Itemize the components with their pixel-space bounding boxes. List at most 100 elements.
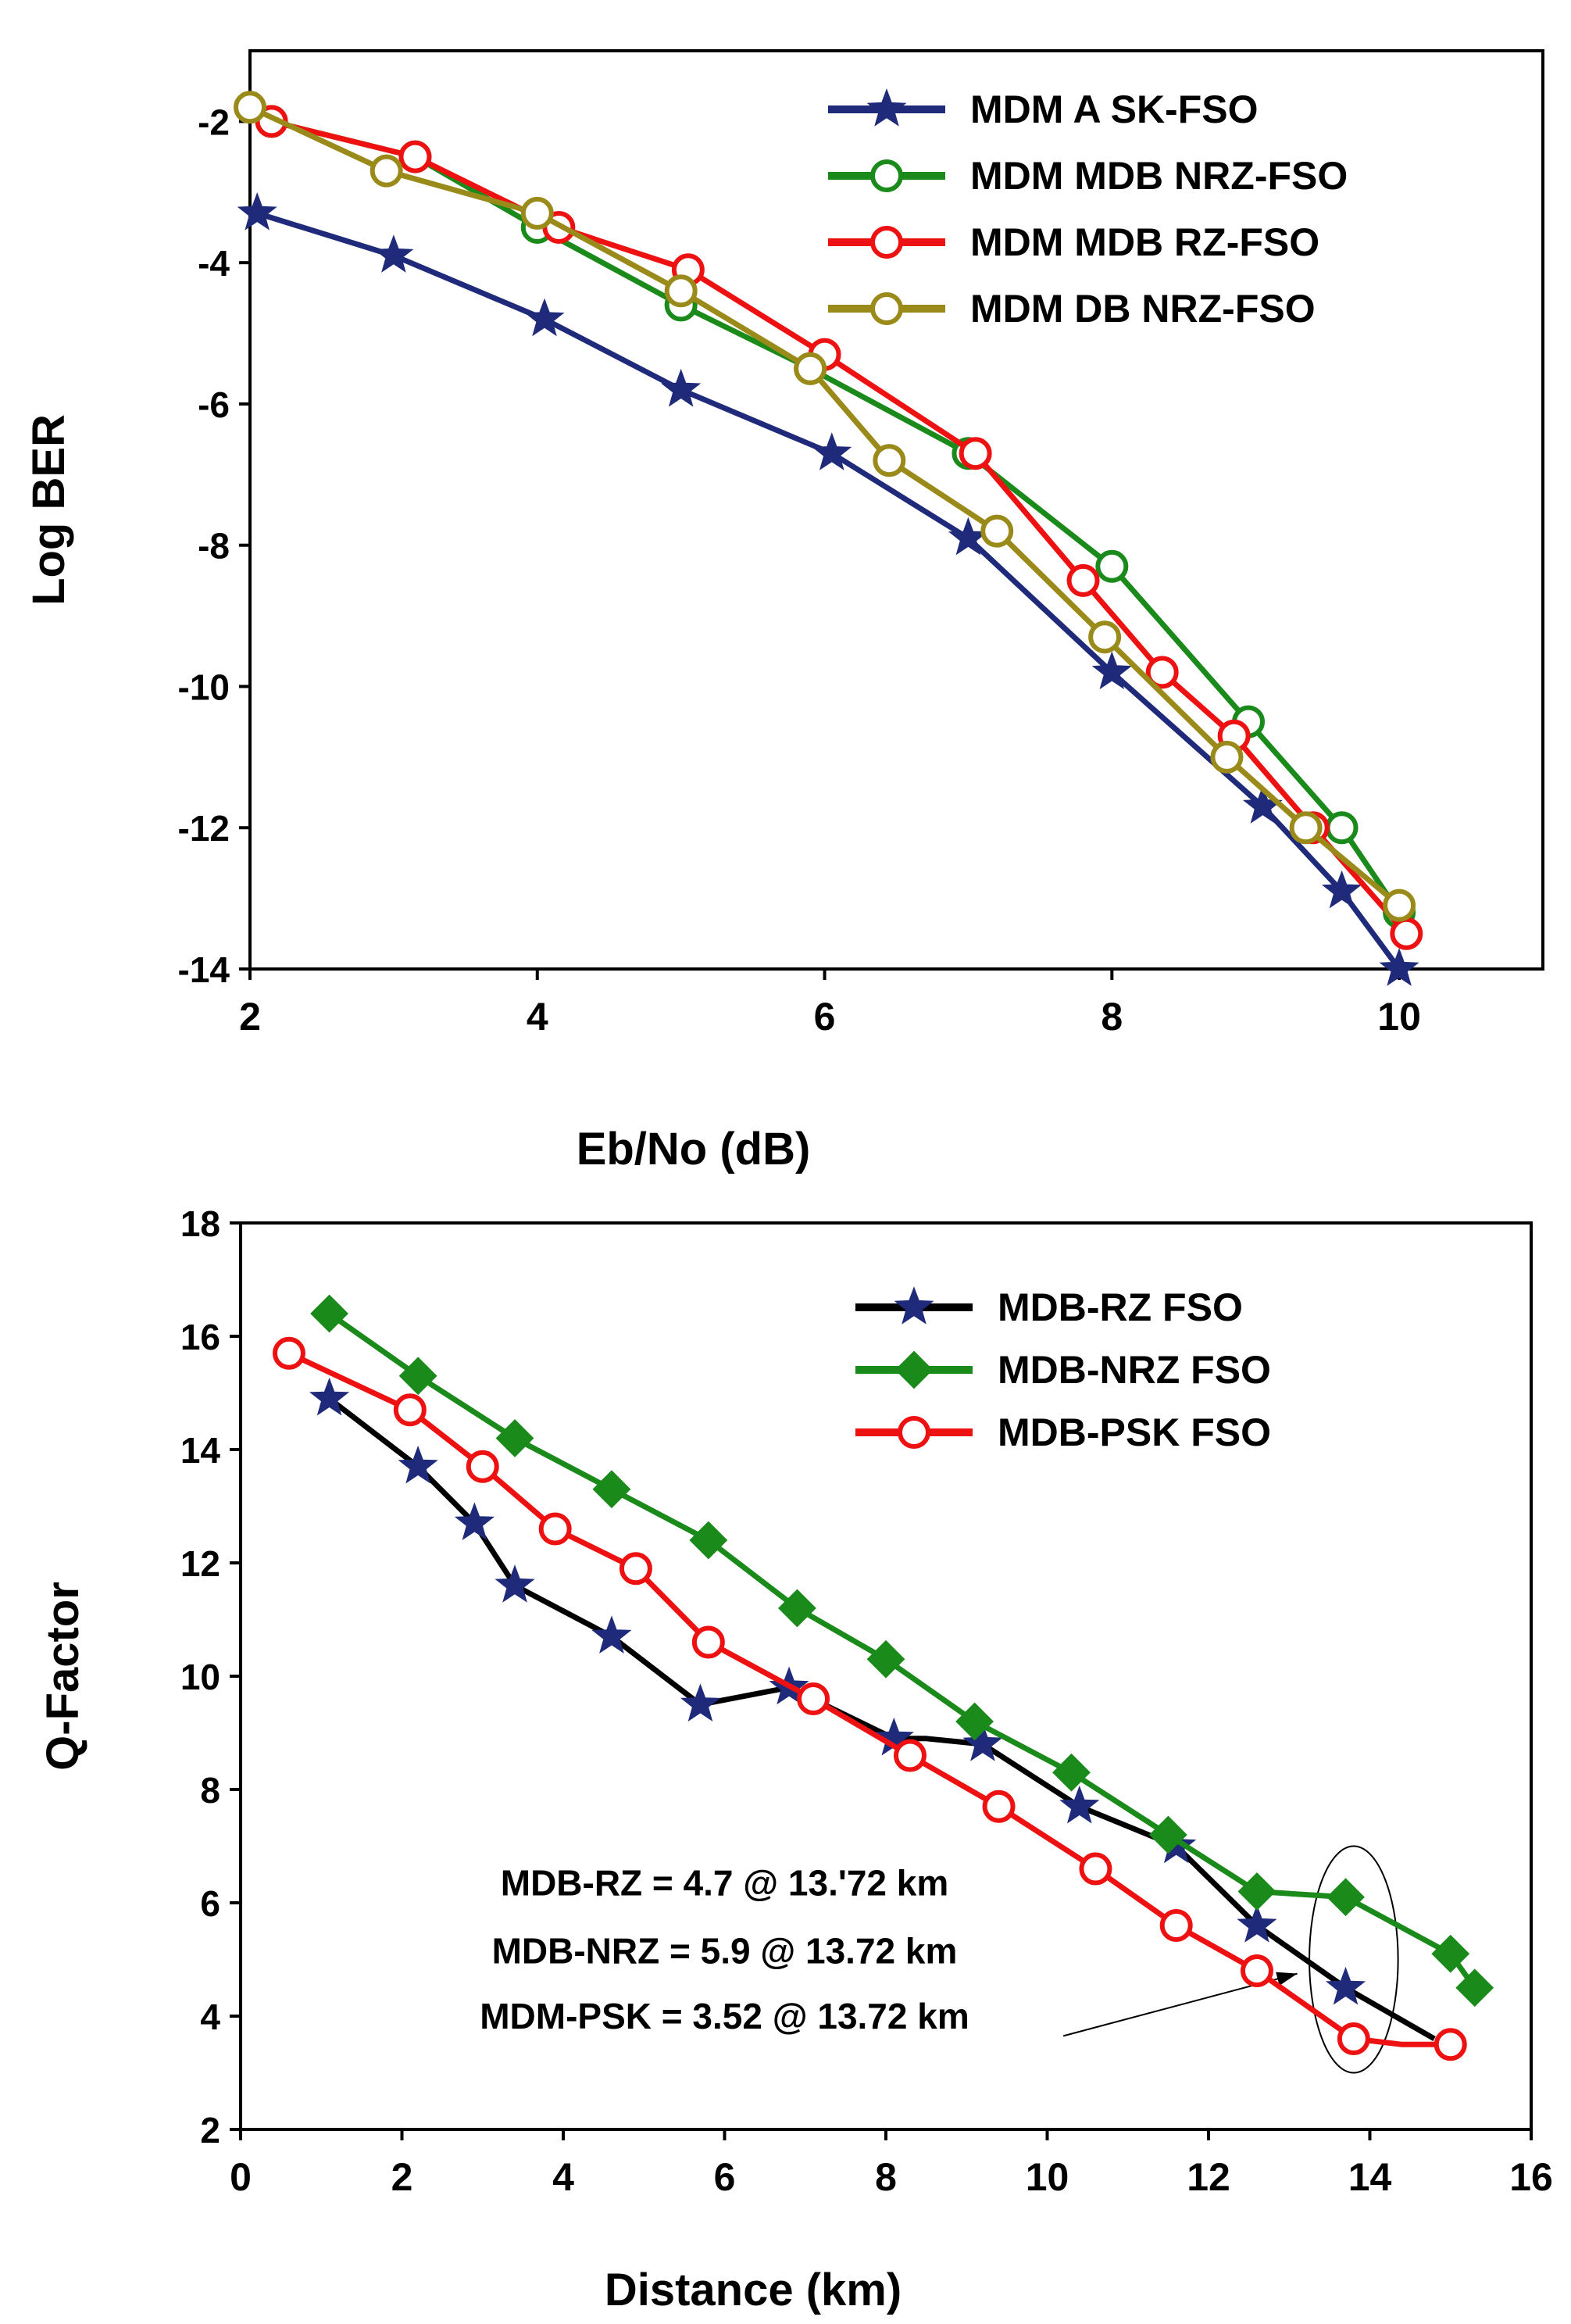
data-point xyxy=(797,1682,830,1715)
data-point xyxy=(1434,2028,1467,2061)
legend-swatch-marker xyxy=(898,1416,930,1449)
data-point xyxy=(959,437,992,470)
data-point xyxy=(538,1512,572,1546)
data-point xyxy=(866,1639,905,1679)
legend-label: MDM DB NRZ-FSO xyxy=(970,287,1316,331)
y-tick-label: 16 xyxy=(180,1317,220,1357)
data-point xyxy=(592,1470,631,1509)
data-point xyxy=(370,154,403,188)
data-point xyxy=(1289,811,1323,845)
x-tick-label: 2 xyxy=(391,2155,413,2199)
y-tick-label: 12 xyxy=(180,1543,220,1584)
x-tick-label: 10 xyxy=(1377,995,1421,1039)
data-point xyxy=(393,1393,427,1427)
data-point xyxy=(398,140,432,173)
x-tick-label: 4 xyxy=(527,995,548,1039)
data-point xyxy=(664,274,698,308)
legend-swatch-marker xyxy=(870,292,903,325)
data-point xyxy=(309,1377,350,1416)
data-point xyxy=(591,1615,632,1654)
series-mdm-ask-fso xyxy=(237,192,1419,986)
data-point xyxy=(680,1683,721,1722)
y-tick-label: 14 xyxy=(180,1430,221,1471)
data-point xyxy=(1159,1909,1193,1942)
y-tick-label: 8 xyxy=(200,1770,220,1811)
data-point xyxy=(955,1702,994,1741)
legend-label: MDM MDB RZ-FSO xyxy=(970,220,1319,264)
data-point xyxy=(398,1357,437,1396)
series-mdm-db-nrz-fso xyxy=(234,91,1416,922)
y-tick-label: 6 xyxy=(200,1883,220,1924)
legend-label: MDB-PSK FSO xyxy=(998,1410,1271,1454)
data-point xyxy=(893,1739,927,1772)
legend-swatch-marker xyxy=(870,226,903,259)
data-point xyxy=(1383,888,1416,922)
data-point xyxy=(1091,651,1132,690)
y-tick-label: -6 xyxy=(198,384,230,425)
data-point xyxy=(1088,620,1122,654)
data-point xyxy=(1095,549,1129,583)
data-point xyxy=(1337,2022,1370,2055)
annotation-arrowhead xyxy=(1276,1972,1298,1986)
x-tick-label: 6 xyxy=(714,2155,736,2199)
annotation-text: MDM-PSK = 3.52 @ 13.72 km xyxy=(480,1996,969,2036)
data-point xyxy=(310,1294,348,1333)
data-point xyxy=(1210,740,1244,774)
data-point xyxy=(1066,563,1100,597)
x-tick-label: 2 xyxy=(239,995,261,1039)
data-point xyxy=(1237,1872,1276,1911)
data-point xyxy=(1321,870,1362,909)
series-mdb-rz-fso xyxy=(309,1377,1436,2042)
data-point xyxy=(980,514,1014,548)
data-point xyxy=(982,1789,1016,1823)
data-point xyxy=(691,1625,725,1659)
data-point xyxy=(373,234,414,273)
data-point xyxy=(1145,656,1179,689)
data-point xyxy=(794,352,827,385)
y-tick-label: -8 xyxy=(198,526,230,567)
y-tick-label: -12 xyxy=(178,808,230,849)
data-point xyxy=(812,432,852,470)
data-point xyxy=(1240,1954,1273,1987)
y-tick-label: -2 xyxy=(198,102,230,142)
legend-label: MDM MDB NRZ-FSO xyxy=(970,154,1348,198)
data-point xyxy=(1237,1904,1277,1943)
data-point xyxy=(454,1502,495,1541)
legend-label: MDM A SK-FSO xyxy=(970,88,1258,131)
data-point xyxy=(234,91,266,124)
data-point xyxy=(1148,1815,1187,1854)
data-point xyxy=(778,1589,816,1628)
data-point xyxy=(619,1552,652,1586)
legend-swatch-marker xyxy=(894,1286,934,1325)
x-tick-label: 12 xyxy=(1187,2155,1230,2199)
x-tick-label: 0 xyxy=(230,2155,252,2199)
data-point xyxy=(1325,811,1359,845)
x-tick-label: 8 xyxy=(875,2155,897,2199)
x-axis-title: Eb/No (dB) xyxy=(577,1124,811,1175)
legend-label: MDB-RZ FSO xyxy=(998,1285,1243,1329)
y-tick-label: -4 xyxy=(198,243,230,284)
data-point xyxy=(1059,1785,1100,1824)
data-point xyxy=(1379,948,1419,986)
legend-swatch-marker xyxy=(894,1350,934,1389)
y-axis-title: Q-Factor xyxy=(37,1582,88,1771)
y-tick-label: -14 xyxy=(178,949,230,990)
series-line xyxy=(270,119,1401,914)
data-point xyxy=(1325,1966,1366,2005)
x-tick-label: 8 xyxy=(1101,995,1123,1039)
data-point xyxy=(1431,1934,1470,1973)
data-point xyxy=(398,1445,438,1484)
plot-frame xyxy=(248,49,1544,971)
data-point xyxy=(1326,1878,1365,1917)
y-tick-label: -10 xyxy=(178,667,230,707)
data-point xyxy=(237,192,277,231)
data-point xyxy=(495,1419,534,1457)
annotation-text: MDB-NRZ = 5.9 @ 13.72 km xyxy=(492,1931,958,1972)
series-mdb-psk-fso xyxy=(272,1336,1467,2061)
data-point xyxy=(272,1336,305,1370)
data-point xyxy=(1052,1753,1091,1792)
annotation-text: MDB-RZ = 4.7 @ 13.'72 km xyxy=(501,1863,949,1904)
data-point xyxy=(1079,1852,1112,1886)
